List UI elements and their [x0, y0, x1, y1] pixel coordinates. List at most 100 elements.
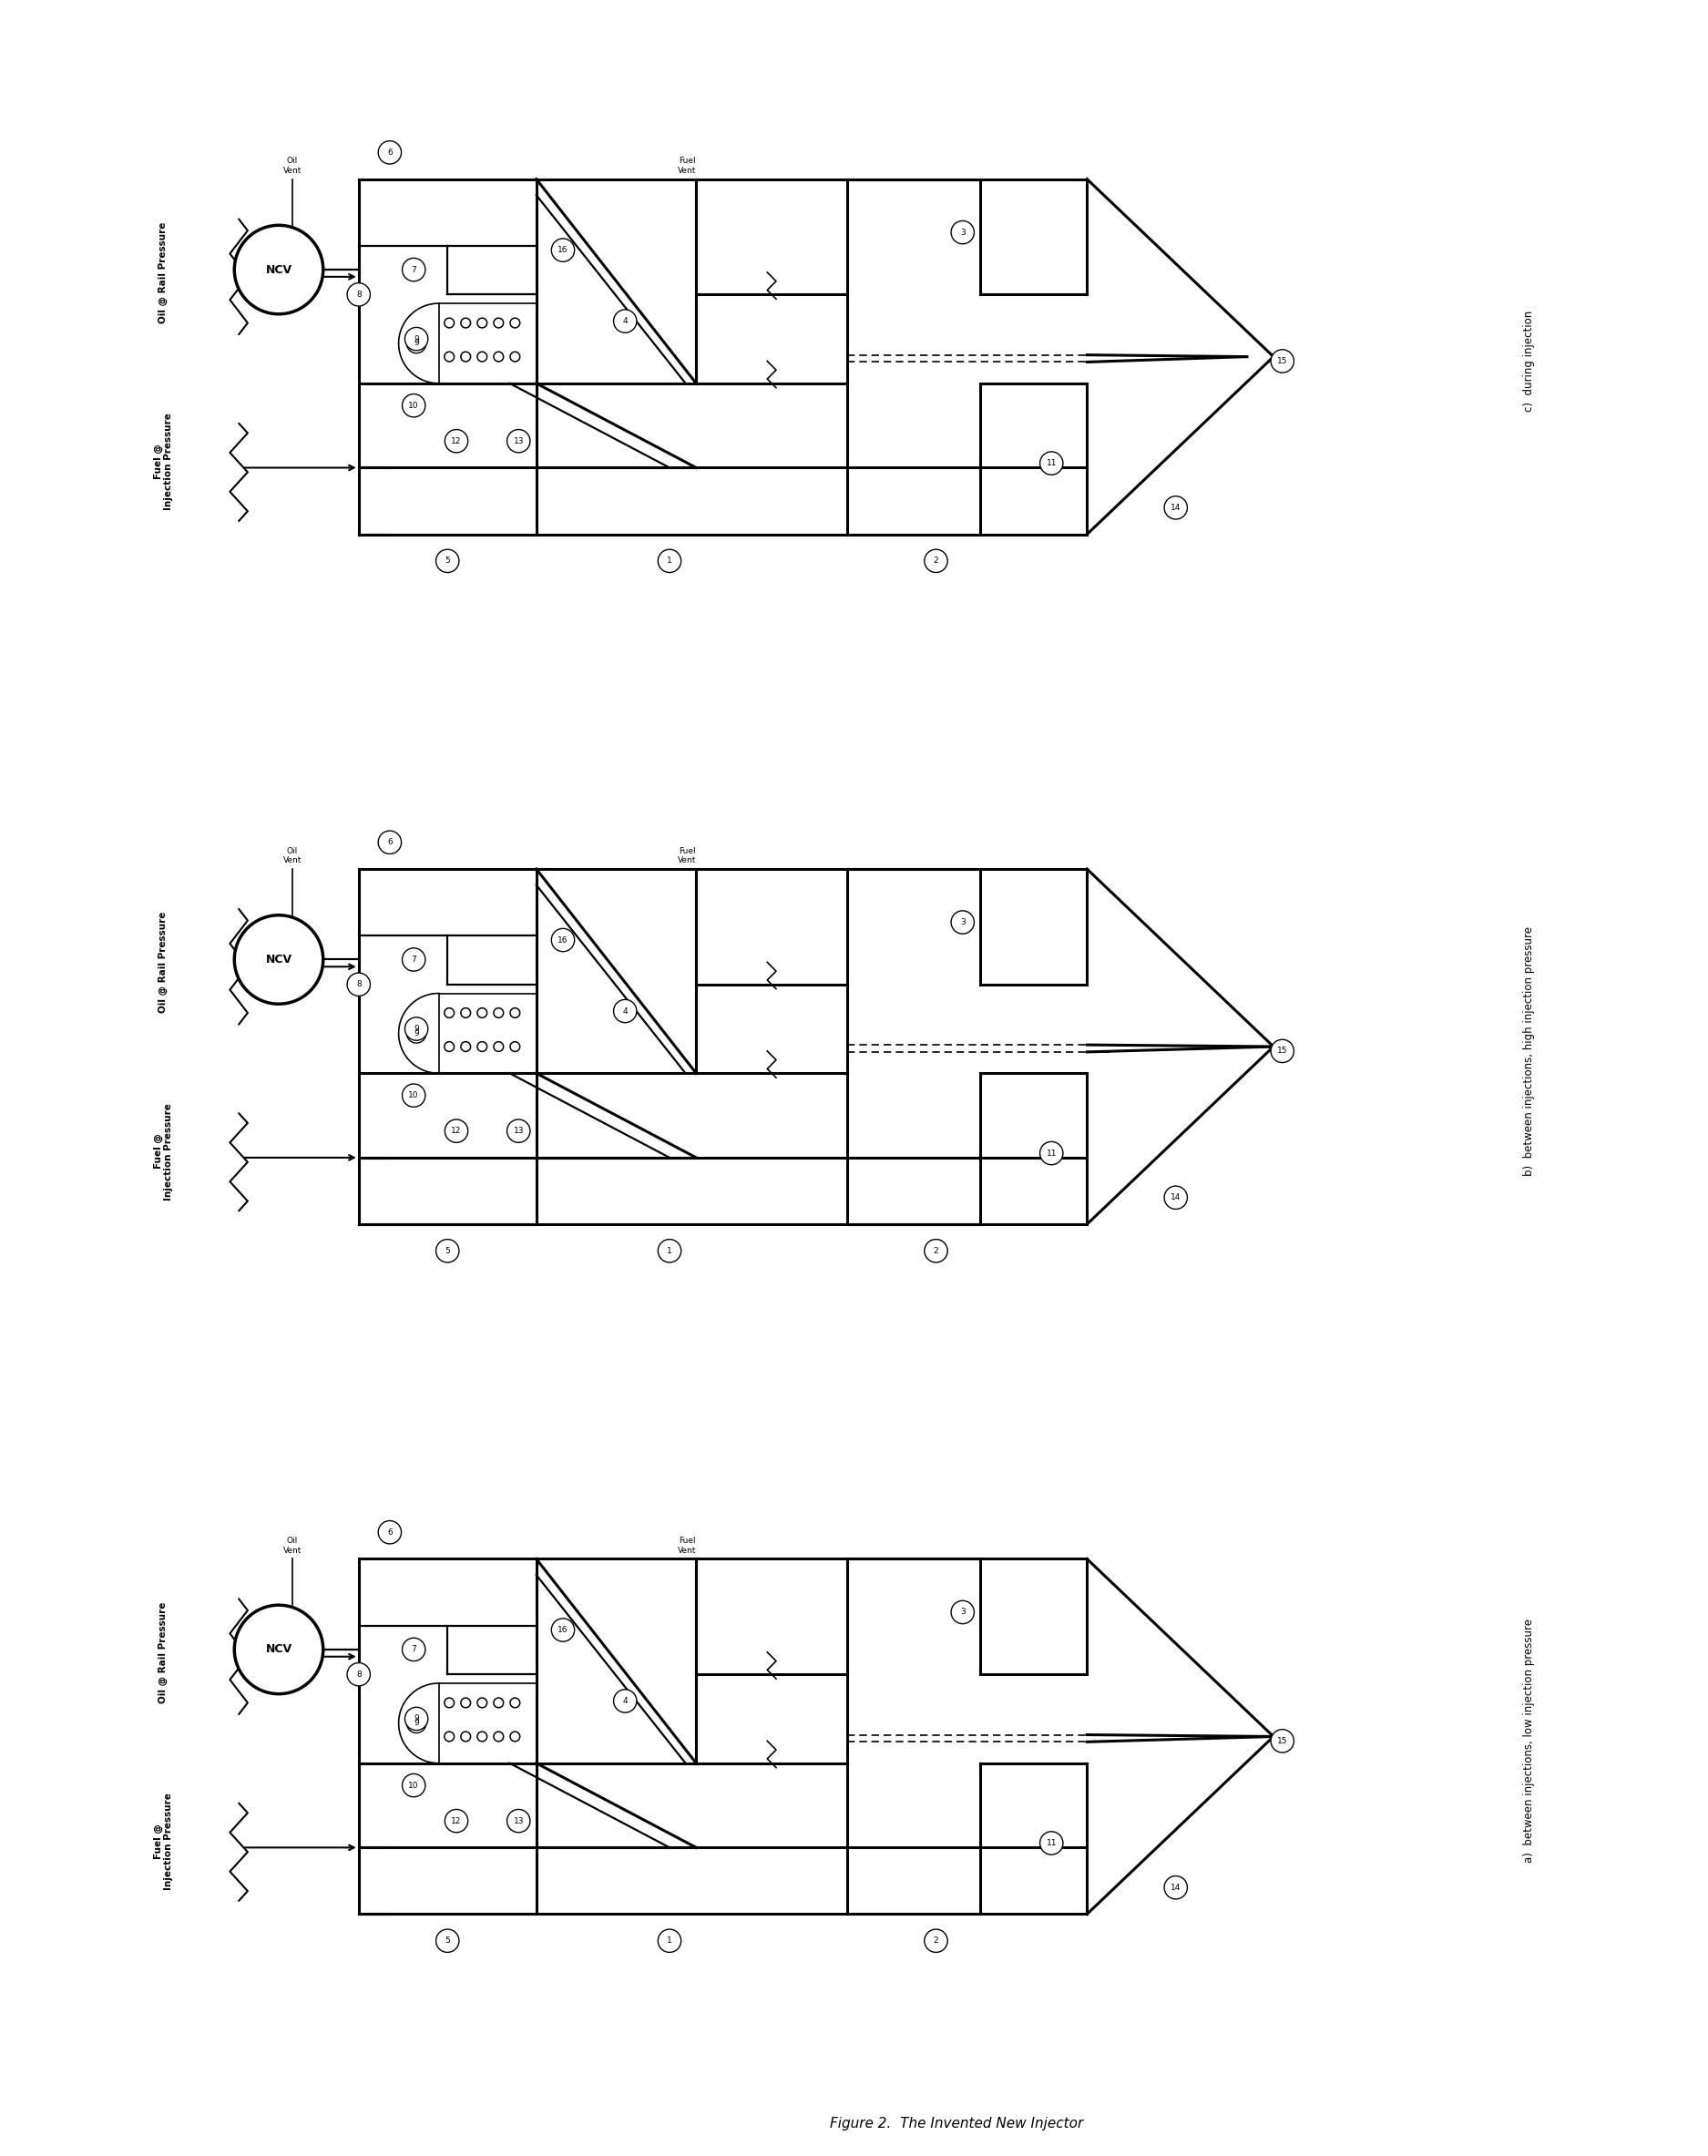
Circle shape	[1165, 496, 1187, 520]
Circle shape	[613, 1000, 637, 1022]
Text: NCV: NCV	[265, 1643, 292, 1656]
Text: 9: 9	[413, 1028, 418, 1037]
Text: 11: 11	[1047, 1149, 1057, 1158]
Text: NCV: NCV	[265, 263, 292, 276]
Text: 6: 6	[388, 149, 393, 157]
Circle shape	[1040, 1833, 1062, 1854]
Circle shape	[951, 220, 974, 244]
Circle shape	[552, 929, 574, 951]
Text: Fuel
Vent: Fuel Vent	[678, 847, 697, 865]
Text: 7: 7	[412, 1645, 417, 1654]
Circle shape	[1271, 349, 1295, 373]
Text: 5: 5	[444, 1246, 451, 1255]
Circle shape	[444, 1809, 468, 1833]
Text: Oil @ Rail Pressure: Oil @ Rail Pressure	[159, 912, 167, 1013]
Circle shape	[347, 282, 371, 306]
Circle shape	[658, 1240, 681, 1263]
Circle shape	[347, 1662, 371, 1686]
Text: 9: 9	[413, 338, 418, 347]
Text: Fuel @
Injection Pressure: Fuel @ Injection Pressure	[154, 412, 173, 511]
Text: Oil
Vent: Oil Vent	[284, 1537, 301, 1554]
Text: 9: 9	[413, 1718, 418, 1727]
Circle shape	[407, 1024, 427, 1044]
Circle shape	[507, 429, 529, 453]
Circle shape	[444, 429, 468, 453]
Text: 8: 8	[355, 291, 362, 300]
Text: 15: 15	[1278, 1048, 1288, 1054]
Circle shape	[613, 1690, 637, 1712]
Circle shape	[401, 259, 425, 280]
Text: 12: 12	[451, 1818, 461, 1824]
Circle shape	[377, 830, 401, 854]
Text: Oil
Vent: Oil Vent	[284, 157, 301, 175]
Text: 3: 3	[960, 229, 965, 237]
Text: Oil
Vent: Oil Vent	[284, 847, 301, 865]
Circle shape	[234, 914, 323, 1005]
Text: 7: 7	[412, 265, 417, 274]
Text: 10: 10	[408, 401, 418, 410]
Text: 11: 11	[1047, 459, 1057, 468]
Text: 13: 13	[514, 1818, 524, 1824]
Circle shape	[377, 1520, 401, 1544]
Text: 14: 14	[1170, 1194, 1180, 1201]
Circle shape	[924, 1930, 948, 1953]
Text: 4: 4	[622, 1007, 629, 1015]
Circle shape	[507, 1809, 529, 1833]
Circle shape	[377, 140, 401, 164]
Text: 3: 3	[960, 918, 965, 927]
Circle shape	[405, 1018, 429, 1041]
Text: NCV: NCV	[265, 953, 292, 966]
Text: 16: 16	[559, 246, 569, 254]
Circle shape	[401, 1084, 425, 1106]
Circle shape	[436, 1930, 459, 1953]
Text: Fuel
Vent: Fuel Vent	[678, 1537, 697, 1554]
Text: 2: 2	[933, 1936, 939, 1945]
Text: Oil @ Rail Pressure: Oil @ Rail Pressure	[159, 222, 167, 323]
Text: 2: 2	[933, 1246, 939, 1255]
Text: a)  between injections, low injection pressure: a) between injections, low injection pre…	[1524, 1619, 1534, 1863]
Text: 16: 16	[559, 1626, 569, 1634]
Circle shape	[444, 1119, 468, 1143]
Text: 14: 14	[1170, 505, 1180, 511]
Text: 4: 4	[622, 317, 629, 326]
Circle shape	[401, 949, 425, 970]
Text: 12: 12	[451, 1128, 461, 1134]
Text: 1: 1	[666, 1246, 673, 1255]
Text: c)  during injection: c) during injection	[1524, 310, 1534, 412]
Text: 5: 5	[444, 1936, 451, 1945]
Circle shape	[613, 310, 637, 332]
Text: Fuel
Vent: Fuel Vent	[678, 157, 697, 175]
Text: 10: 10	[408, 1781, 418, 1789]
Text: 12: 12	[451, 438, 461, 444]
Circle shape	[234, 1604, 323, 1695]
Text: 6: 6	[388, 839, 393, 847]
Text: Figure 2.  The Invented New Injector: Figure 2. The Invented New Injector	[830, 2117, 1083, 2130]
Text: 11: 11	[1047, 1839, 1057, 1848]
Text: Oil @ Rail Pressure: Oil @ Rail Pressure	[159, 1602, 167, 1703]
Text: 6: 6	[388, 1529, 393, 1537]
Circle shape	[1165, 1186, 1187, 1210]
Circle shape	[552, 239, 574, 261]
Text: Fuel @
Injection Pressure: Fuel @ Injection Pressure	[154, 1102, 173, 1201]
Text: 8: 8	[355, 981, 362, 990]
Circle shape	[436, 550, 459, 573]
Text: Fuel @
Injection Pressure: Fuel @ Injection Pressure	[154, 1792, 173, 1891]
Text: 9: 9	[413, 1024, 418, 1033]
Circle shape	[1271, 1729, 1295, 1753]
Circle shape	[1271, 1039, 1295, 1063]
Circle shape	[405, 1708, 429, 1731]
Circle shape	[347, 972, 371, 996]
Text: 7: 7	[412, 955, 417, 964]
Text: 9: 9	[413, 1714, 418, 1723]
Text: 2: 2	[933, 556, 939, 565]
Circle shape	[924, 550, 948, 573]
Circle shape	[1040, 1143, 1062, 1164]
Circle shape	[401, 395, 425, 416]
Text: b)  between injections, high injection pressure: b) between injections, high injection pr…	[1524, 927, 1534, 1175]
Circle shape	[436, 1240, 459, 1263]
Text: 14: 14	[1170, 1884, 1180, 1891]
Text: 9: 9	[413, 334, 418, 343]
Text: 15: 15	[1278, 1738, 1288, 1744]
Circle shape	[401, 1639, 425, 1660]
Circle shape	[1040, 453, 1062, 474]
